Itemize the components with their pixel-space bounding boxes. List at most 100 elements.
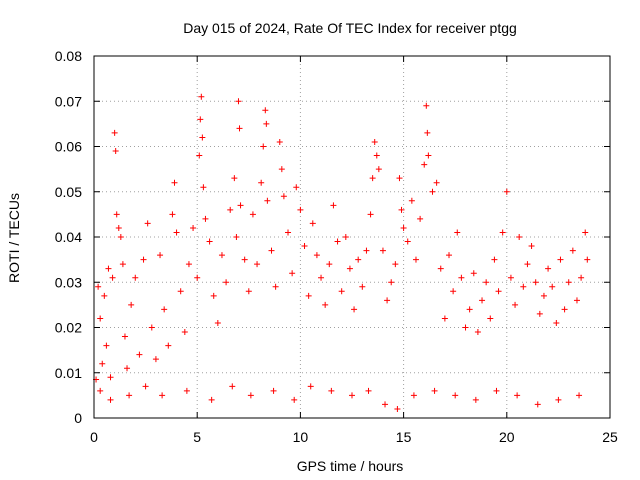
data-point [431, 387, 438, 394]
data-point [487, 315, 494, 322]
data-point [202, 215, 209, 222]
data-point [152, 356, 159, 363]
y-tick-label: 0 [74, 410, 82, 426]
data-point [429, 188, 436, 195]
data-point [410, 392, 417, 399]
data-point [142, 383, 149, 390]
data-point [524, 261, 531, 268]
plot-frame [93, 55, 611, 419]
data-point [412, 256, 419, 263]
data-point [223, 279, 230, 286]
y-tick-label: 0.04 [55, 229, 82, 245]
data-point [171, 179, 178, 186]
data-point [289, 270, 296, 277]
data-point [301, 243, 308, 250]
data-point [408, 197, 415, 204]
y-tick-label: 0.03 [55, 274, 82, 290]
data-point [318, 274, 325, 281]
data-point [97, 315, 104, 322]
data-point [516, 234, 523, 240]
data-point [121, 333, 128, 340]
data-point [109, 274, 116, 281]
data-point [111, 129, 118, 136]
x-tick-label: 10 [293, 429, 309, 445]
data-point [112, 148, 119, 155]
data-point [404, 238, 411, 245]
data-point [437, 265, 444, 272]
x-axis-title: GPS time / hours [297, 458, 404, 474]
data-point [363, 247, 370, 254]
data-point [578, 274, 585, 281]
data-point [512, 301, 519, 308]
data-point [144, 220, 151, 227]
data-point [540, 292, 547, 299]
data-point [237, 202, 244, 209]
data-point [313, 252, 320, 259]
data-point [194, 274, 201, 281]
data-point [371, 138, 378, 145]
data-point [330, 202, 337, 209]
data-point [532, 279, 539, 286]
data-point [258, 179, 265, 186]
data-point [107, 396, 114, 403]
y-tick-label: 0.02 [55, 320, 82, 336]
data-point [268, 247, 275, 254]
data-point [454, 229, 461, 236]
data-point [375, 166, 382, 173]
data-point [382, 401, 389, 408]
data-point [495, 288, 502, 295]
data-point [346, 265, 353, 272]
data-point [462, 324, 469, 331]
data-point [392, 261, 399, 268]
data-point [452, 392, 459, 399]
data-point [285, 229, 292, 236]
data-point [214, 319, 221, 326]
data-point [424, 129, 431, 136]
data-point [441, 315, 448, 322]
data-point [272, 283, 279, 290]
data-point [235, 98, 242, 105]
data-point [103, 342, 110, 349]
data-point [400, 224, 407, 231]
data-point [394, 405, 401, 412]
data-point [198, 93, 205, 100]
data-point [322, 301, 329, 308]
data-point [507, 274, 514, 281]
data-point [479, 297, 486, 304]
data-point [474, 329, 481, 336]
data-point [245, 288, 252, 295]
data-point [291, 396, 298, 403]
data-point [101, 292, 108, 299]
y-tick-label: 0.08 [55, 48, 82, 64]
data-point [582, 229, 589, 236]
data-point [369, 175, 376, 182]
data-point [338, 288, 345, 295]
data-point [117, 234, 124, 240]
data-point [199, 134, 206, 141]
data-point [140, 256, 147, 263]
data-point [576, 392, 583, 399]
data-point [425, 152, 432, 159]
chart-title: Day 015 of 2024, Rate Of TEC Index for r… [183, 20, 517, 36]
y-tick-label: 0.06 [55, 139, 82, 155]
data-point [227, 206, 234, 213]
data-point [466, 306, 473, 313]
data-point [206, 238, 213, 245]
data-point [561, 306, 568, 313]
data-point [200, 184, 207, 191]
data-point [177, 288, 184, 295]
data-point [97, 387, 104, 394]
data-point [549, 283, 556, 290]
data-point [573, 297, 580, 304]
data-point [458, 274, 465, 281]
data-point [367, 211, 374, 218]
data-point [328, 387, 335, 394]
data-point [553, 319, 560, 326]
axis-ticks [93, 55, 611, 419]
data-point [128, 301, 135, 308]
data-point [326, 261, 333, 268]
data-point [446, 252, 453, 259]
data-point [124, 365, 131, 372]
data-point [270, 387, 277, 394]
data-point [555, 396, 562, 403]
